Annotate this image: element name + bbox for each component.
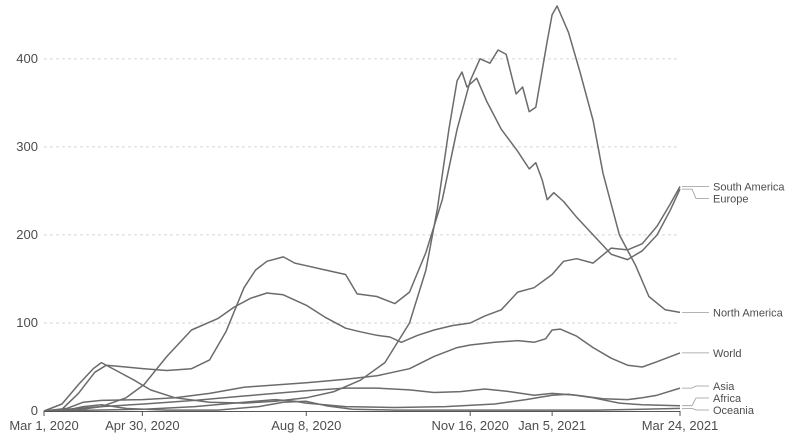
series-line-europe (43, 71, 681, 412)
grid-lines (44, 58, 680, 324)
x-axis (43, 411, 681, 416)
y-tick-label: 400 (16, 51, 38, 66)
label-leader-europe (682, 188, 709, 199)
label-leader-africa (682, 397, 709, 407)
x-tick-labels: Mar 1, 2020 Apr 30, 2020 Aug 8, 2020 Nov 16… (9, 418, 718, 433)
series-label-europe: Europe (713, 193, 748, 205)
x-tick-label: Aug 8, 2020 (271, 418, 341, 433)
y-tick-label: 300 (16, 139, 38, 154)
x-tick-label: Apr 30, 2020 (105, 418, 179, 433)
series-line-world (43, 328, 681, 412)
series-lines (43, 5, 681, 412)
y-tick-labels: 0 100 200 300 400 (16, 51, 38, 418)
label-leader-asia (682, 385, 709, 389)
x-tick-label: Mar 24, 2021 (642, 418, 719, 433)
x-tick-label: Jan 5, 2021 (518, 418, 586, 433)
series-line-asia (43, 387, 681, 412)
y-tick-label: 100 (16, 315, 38, 330)
x-tick-label: Mar 1, 2020 (9, 418, 78, 433)
series-label-world: World (713, 348, 742, 360)
series-label-oceania: Oceania (713, 405, 755, 417)
label-leader-oceania (682, 408, 709, 411)
series-label-north-america: North America (713, 307, 784, 319)
series-line-north-america (43, 5, 681, 412)
series-label-south-america: South America (713, 181, 785, 193)
series-label-africa: Africa (713, 393, 742, 405)
x-tick-label: Nov 16, 2020 (432, 418, 509, 433)
series-label-asia: Asia (713, 381, 735, 393)
series-line-africa (43, 393, 681, 412)
y-tick-label: 200 (16, 227, 38, 242)
series-line-south-america (43, 186, 681, 412)
y-tick-label: 0 (31, 403, 38, 418)
series-line-oceania (43, 400, 681, 412)
